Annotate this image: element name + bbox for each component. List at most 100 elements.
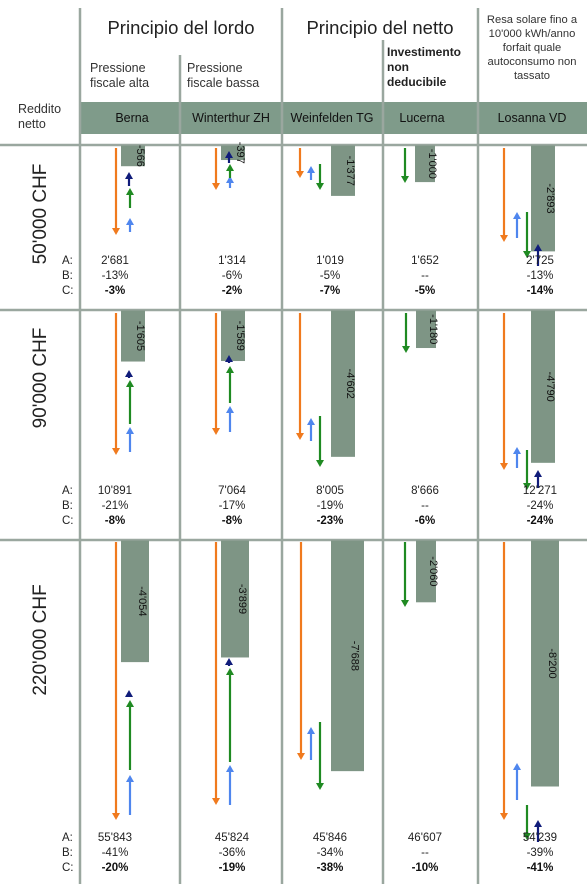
navy-arrow-head [534,820,542,827]
impact-bar [331,310,355,457]
impact-bar [331,145,355,196]
value-b: -36% [219,847,246,859]
row-marker: B: [62,270,73,282]
gross-principle-title: Principio del lordo [107,17,254,38]
blue-arrow-head [513,763,521,770]
bar-label: -1'605 [134,321,146,351]
value-b: -21% [102,500,129,512]
navy-arrow-head [225,151,233,158]
non-deductible-label-3: deducibile [387,75,447,89]
green-arrow-head [401,600,409,607]
green-arrow-head [316,183,324,190]
navy-arrow-head [225,355,233,362]
impact-bar [121,310,145,362]
row-marker: C: [62,285,74,297]
orange-arrow-head [112,228,120,235]
value-c: -38% [317,862,344,874]
impact-bar [415,145,435,183]
navy-arrow-head [534,244,542,251]
value-b: -- [421,270,429,282]
blue-arrow-head [226,406,234,413]
value-a: 46'607 [408,832,442,844]
non-deductible-label-2: non [387,60,409,74]
bar-label: -4'602 [344,369,356,399]
blue-arrow-head [513,447,521,454]
value-c: -8% [105,515,125,527]
value-c: -19% [219,862,246,874]
value-c: -8% [222,515,242,527]
green-arrow-head [316,460,324,467]
orange-arrow-head [296,171,304,178]
row-marker: B: [62,847,73,859]
value-a: 1'019 [316,255,344,267]
impact-bar [531,540,559,787]
bar-label: -1'000 [426,149,438,179]
impact-bar [121,145,145,167]
value-b: -34% [317,847,344,859]
orange-arrow-head [212,798,220,805]
value-b: -17% [219,500,246,512]
city-label: Winterthur ZH [192,111,270,125]
value-b: -- [421,847,429,859]
value-a: 54'239 [523,832,557,844]
value-b: -5% [320,270,340,282]
city-label: Weinfelden TG [291,111,374,125]
value-b: -41% [102,847,129,859]
impact-bar [221,540,249,658]
solar-note-5: tassato [514,70,550,82]
green-arrow-head [523,483,531,490]
orange-arrow-head [112,813,120,820]
bar-label: -7'688 [349,641,361,671]
value-c: -14% [527,285,554,297]
value-b: -39% [527,847,554,859]
value-c: -7% [320,285,340,297]
impact-bar [416,310,436,349]
orange-arrow-head [500,463,508,470]
bar-label: -3'899 [236,584,248,614]
green-arrow-head [126,380,134,387]
net-principle-title: Principio del netto [306,17,453,38]
bar-label: -2'893 [544,183,556,213]
value-a: 2'681 [101,255,129,267]
green-arrow-head [402,346,410,353]
solar-note-4: autoconsumo non [488,56,577,68]
impact-bar [416,540,436,603]
value-a: 8'005 [316,485,344,497]
blue-arrow-head [226,176,234,183]
bar-label: -8'200 [546,648,558,678]
value-a: 1'652 [411,255,439,267]
header-band [80,102,587,134]
city-label: Berna [115,111,148,125]
value-c: -2% [222,285,242,297]
navy-arrow-head [125,172,133,179]
income-row-label: 90'000 CHF [30,328,51,429]
solar-note-2: 10'000 kWh/anno [489,28,576,40]
blue-arrow-head [126,775,134,782]
value-c: -10% [412,862,439,874]
row-marker: A: [62,832,73,844]
low-tax-label-2: fiscale bassa [187,76,259,90]
orange-arrow-head [500,813,508,820]
high-tax-label-1: Pressione [90,61,146,75]
value-a: 12'271 [523,485,557,497]
bar-label: -1'589 [234,321,246,351]
green-arrow-head [226,164,234,171]
green-arrow-head [523,833,531,840]
bar-label: -2'060 [427,556,439,586]
navy-arrow-head [225,658,233,665]
blue-arrow-head [513,212,521,219]
navy-arrow-head [125,370,133,377]
value-a: 8'666 [411,485,439,497]
city-label: Losanna VD [498,111,567,125]
row-marker: C: [62,515,74,527]
green-arrow-head [226,668,234,675]
value-a: 45'846 [313,832,347,844]
city-label: Lucerna [399,111,444,125]
bar-label: -4'054 [136,586,148,616]
value-a: 2'725 [526,255,554,267]
non-deductible-label-1: Investimento [387,45,461,59]
blue-arrow-head [307,166,315,173]
orange-arrow-head [297,753,305,760]
bar-label: -566 [134,145,146,167]
